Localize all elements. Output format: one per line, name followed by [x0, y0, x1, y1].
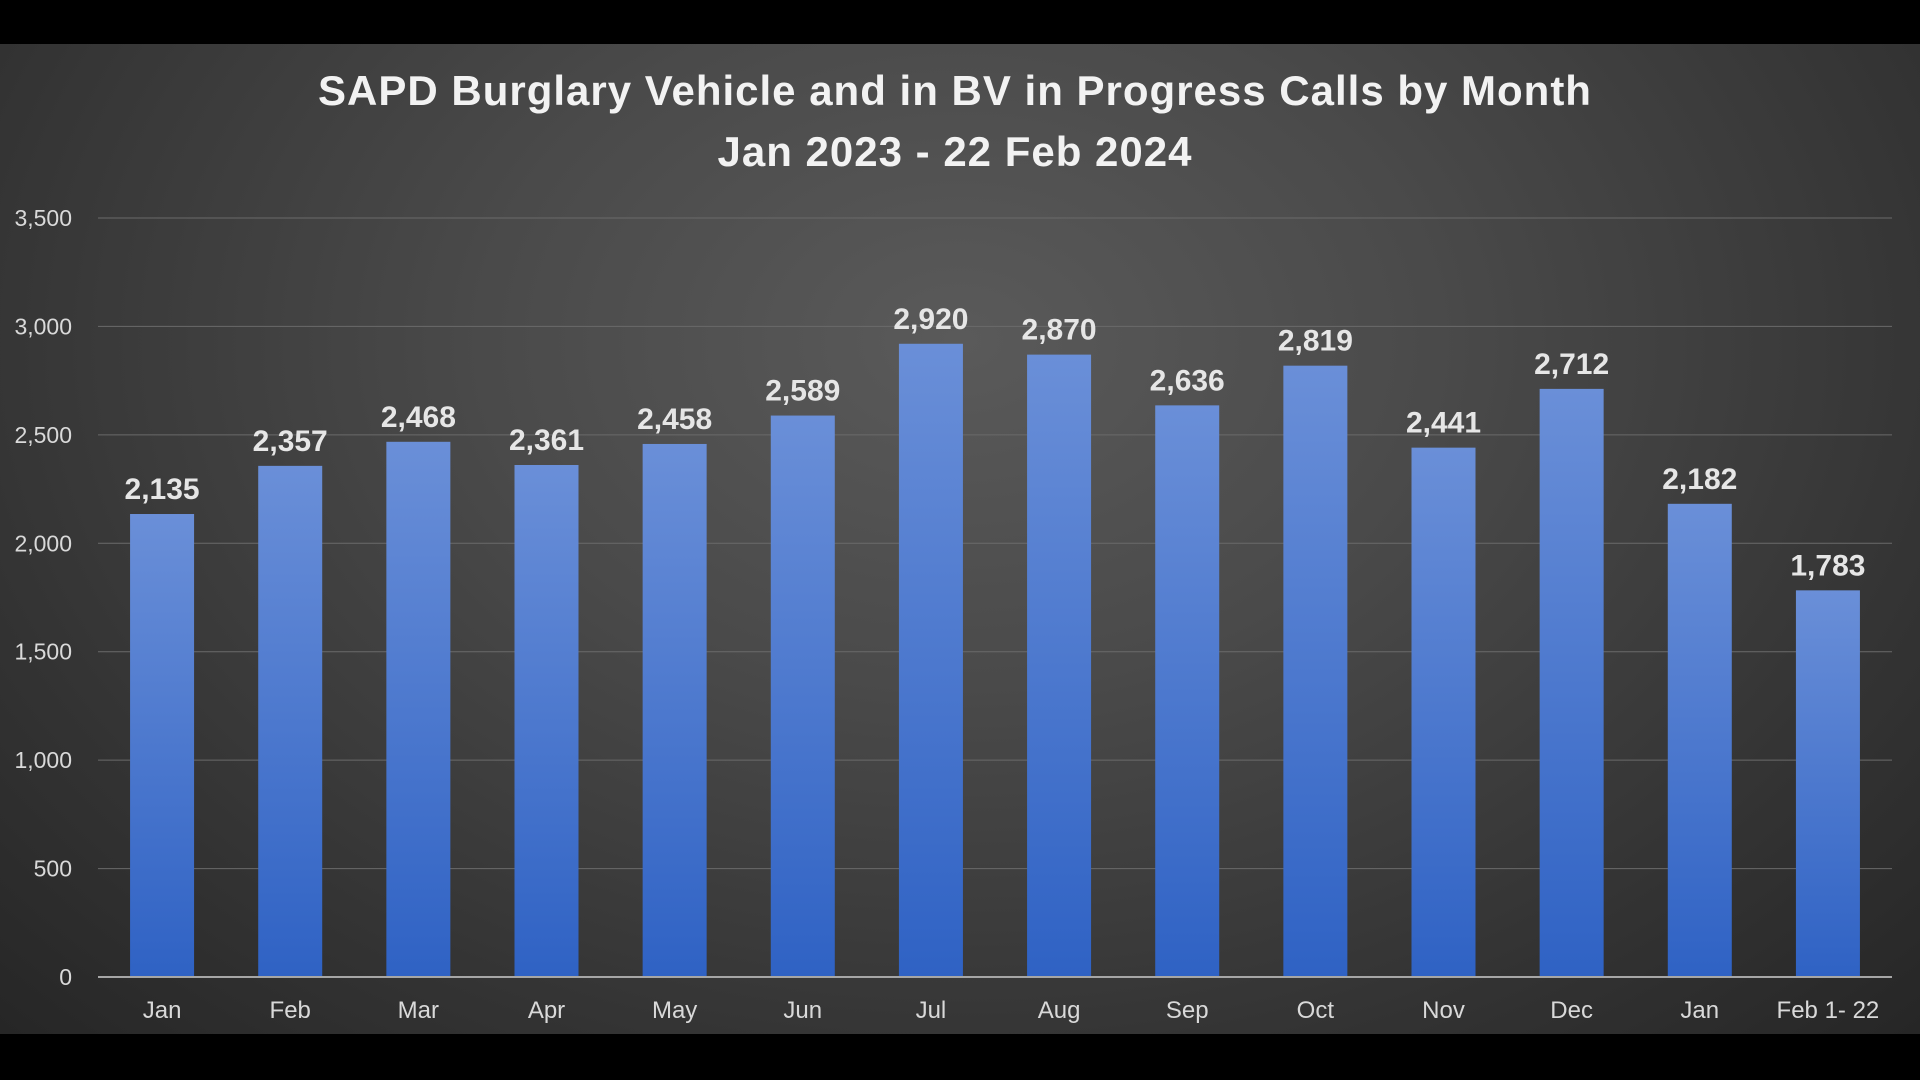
- data-label: 2,636: [1150, 364, 1225, 397]
- y-tick-label: 3,500: [14, 205, 72, 231]
- x-category-label: Jul: [916, 997, 947, 1024]
- bar: [898, 343, 963, 978]
- bar: [770, 415, 835, 977]
- y-tick-label: 0: [59, 964, 72, 990]
- x-category-label: Nov: [1422, 997, 1465, 1024]
- data-labels: 2,135 2,357 2,468 2,361 2,458 2,589 2,920 2,870…: [125, 303, 1866, 583]
- bar-chart: SAPD Burglary Vehicle and in BV in Progr…: [14, 67, 1892, 1024]
- y-tick-label: 3,000: [14, 313, 72, 339]
- y-tick-label: 2,000: [14, 530, 72, 556]
- chart-frame: SAPD Burglary Vehicle and in BV in Progr…: [0, 44, 1920, 1034]
- data-label: 2,870: [1022, 314, 1097, 347]
- x-category-label: Jun: [783, 997, 822, 1024]
- data-label: 2,135: [125, 473, 200, 506]
- data-label: 2,920: [893, 303, 968, 336]
- data-label: 2,819: [1278, 325, 1353, 358]
- data-label: 1,783: [1790, 549, 1865, 582]
- data-label: 2,589: [765, 375, 840, 408]
- x-category-label: Feb 1- 22: [1777, 997, 1880, 1024]
- x-category-label: Aug: [1038, 997, 1081, 1024]
- y-tick-label: 500: [34, 856, 72, 882]
- data-label: 2,182: [1662, 463, 1737, 496]
- bar: [642, 443, 707, 977]
- x-category-label: Apr: [528, 997, 565, 1024]
- chart-title: SAPD Burglary Vehicle and in BV in Progr…: [318, 67, 1592, 114]
- data-label: 2,357: [253, 425, 328, 458]
- x-category-label: May: [652, 997, 697, 1024]
- bar: [1795, 590, 1860, 977]
- x-category-label: Sep: [1166, 997, 1209, 1024]
- bars: [130, 343, 1860, 978]
- gridlines: [98, 217, 1892, 870]
- bar: [386, 441, 451, 977]
- bar: [130, 514, 195, 977]
- x-category-label: Jan: [143, 997, 182, 1024]
- bar: [1027, 354, 1092, 977]
- y-tick-label: 1,500: [14, 639, 72, 665]
- x-category-label: Feb: [270, 997, 311, 1024]
- x-category-label: Dec: [1550, 997, 1593, 1024]
- x-category-label: Mar: [398, 997, 439, 1024]
- bar: [1411, 447, 1476, 977]
- x-axis-category-labels: Jan Feb Mar Apr May Jun Jul Aug Sep Oct Nov Dec Jan F…: [143, 997, 1880, 1024]
- y-tick-label: 1,000: [14, 747, 72, 773]
- x-category-label: Jan: [1680, 997, 1719, 1024]
- bar: [1283, 365, 1348, 978]
- data-label: 2,712: [1534, 348, 1609, 381]
- bar: [514, 465, 579, 977]
- data-label: 2,468: [381, 401, 456, 434]
- data-label: 2,441: [1406, 407, 1481, 440]
- data-label: 2,458: [637, 403, 712, 436]
- y-axis-tick-labels: 0 500 1,000 1,500 2,000 2,500 3,000 3,500: [14, 205, 72, 990]
- y-tick-label: 2,500: [14, 422, 72, 448]
- x-category-label: Oct: [1297, 997, 1335, 1024]
- bar: [1155, 405, 1220, 977]
- bar: [1539, 388, 1604, 977]
- bar: [258, 465, 323, 977]
- data-label: 2,361: [509, 424, 584, 457]
- bar: [1667, 503, 1732, 977]
- chart-subtitle: Jan 2023 - 22 Feb 2024: [718, 128, 1193, 175]
